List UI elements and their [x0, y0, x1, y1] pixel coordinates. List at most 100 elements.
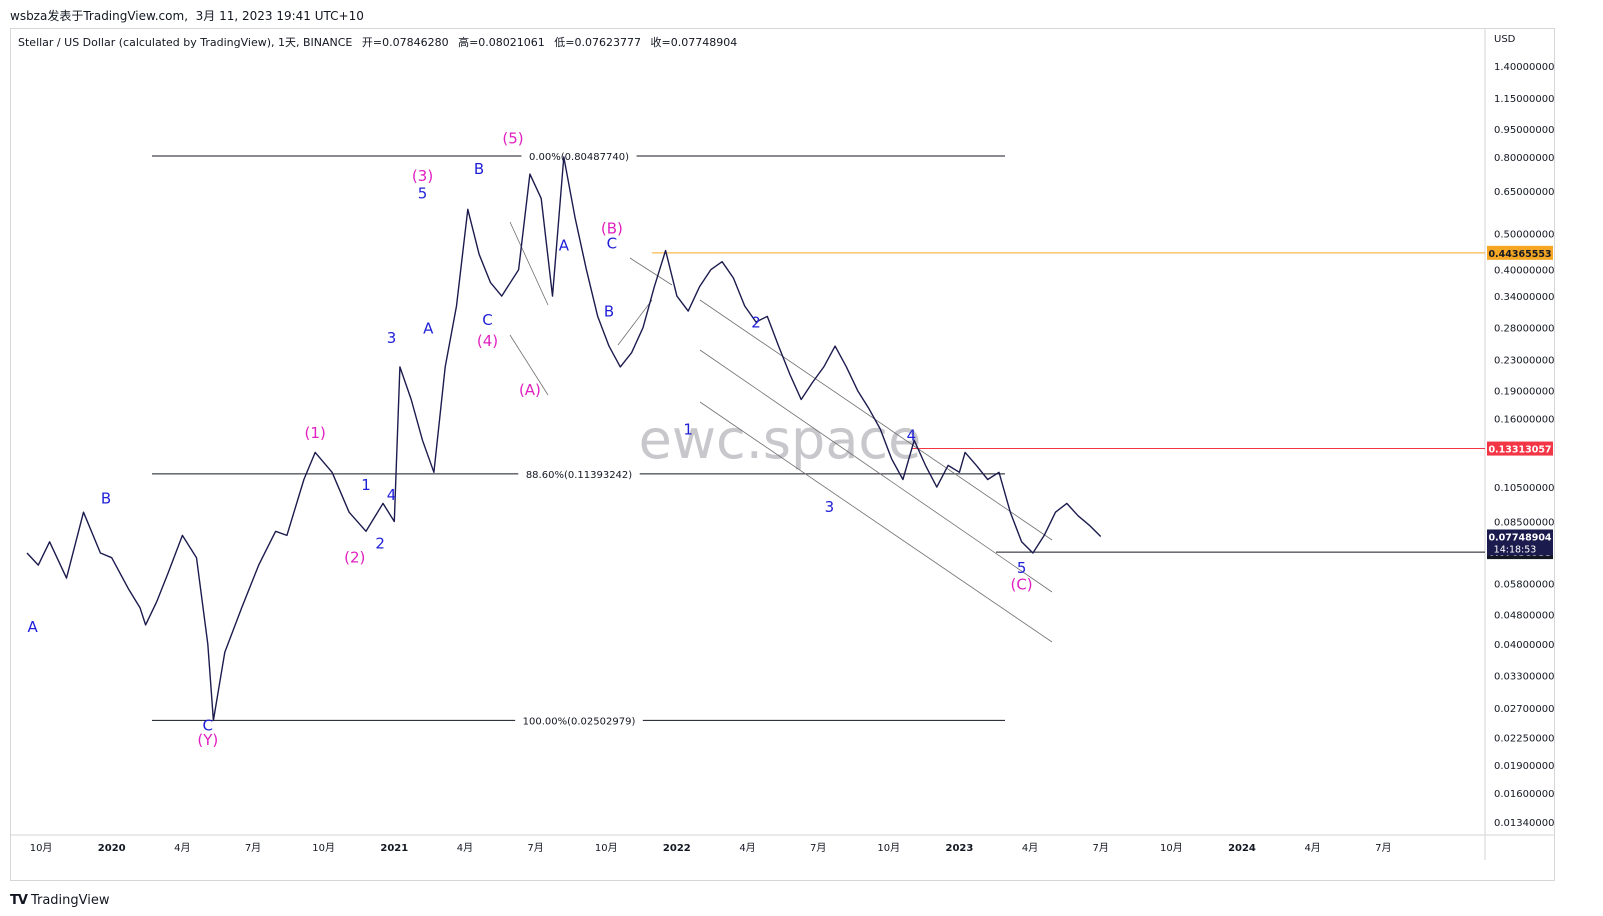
y-tick-label: 0.23000000 [1494, 356, 1554, 367]
y-tick-label: 0.28000000 [1494, 324, 1554, 335]
x-tick-label: 7月 [527, 842, 543, 854]
x-tick-label: 4月 [457, 842, 473, 854]
publisher-line: wsbza发表于TradingView.com, 3月 11, 2023 19:… [10, 9, 364, 23]
y-tick-label: 0.34000000 [1494, 292, 1554, 303]
wave-label: B [101, 489, 111, 507]
price-line-value: 0.13313057 [1488, 445, 1551, 456]
trend-line [617, 299, 653, 346]
y-tick-label: 0.01900000 [1494, 761, 1554, 772]
symbol-legend: Stellar / US Dollar (calculated by Tradi… [18, 34, 743, 50]
price-line-tag [1487, 441, 1553, 456]
brand-name: TradingView [30, 893, 110, 908]
x-tick-label: 4月 [1022, 842, 1038, 854]
fib-label-bg [518, 466, 640, 481]
y-tick-label: 0.01340000 [1494, 818, 1554, 829]
fib-level-label: 100.00%(0.02502979) [523, 716, 636, 727]
trend-line [509, 221, 549, 306]
y-tick-label: 0.02700000 [1494, 704, 1554, 715]
price-line-tag [1487, 245, 1553, 260]
wave-label: (5) [502, 129, 523, 147]
y-tick-label: 0.04800000 [1494, 610, 1554, 621]
countdown-value: 14:18:53 [1494, 544, 1537, 555]
x-tick-label: 2024 [1228, 843, 1256, 854]
wave-label: 2 [375, 534, 385, 552]
x-tick-label: 7月 [810, 842, 826, 854]
y-tick-label: 0.95000000 [1494, 125, 1554, 136]
wave-label: B [474, 160, 484, 178]
y-tick-label: 0.65000000 [1494, 187, 1554, 198]
y-tick-label: 0.80000000 [1494, 153, 1554, 164]
datetime: 3月 11, 2023 19:41 UTC+10 [195, 9, 364, 23]
y-tick-label: 0.03300000 [1494, 671, 1554, 682]
x-tick-label: 4月 [174, 842, 190, 854]
wave-label: 4 [907, 426, 917, 444]
wave-label: (A) [519, 381, 541, 399]
footer-brand[interactable]: TV TradingView [10, 893, 109, 908]
wave-label: (B) [601, 219, 623, 237]
y-tick-label: 0.05800000 [1494, 580, 1554, 591]
x-tick-label: 2023 [946, 843, 974, 854]
wave-label: (Y) [197, 731, 218, 749]
wave-label: 5 [418, 184, 428, 202]
x-tick-label: 2021 [380, 843, 408, 854]
low-value: 低=0.07623777 [554, 36, 641, 49]
y-tick-label: 0.01600000 [1494, 789, 1554, 800]
y-tick-label: 0.40000000 [1494, 266, 1554, 277]
wave-label: C [203, 716, 213, 734]
wave-label: (2) [344, 549, 365, 567]
x-tick-label: 10月 [877, 842, 900, 854]
wave-label: (1) [305, 424, 326, 442]
x-tick-label: 10月 [30, 842, 53, 854]
wave-label: C [482, 311, 492, 329]
wave-label: 2 [751, 314, 761, 332]
y-tick-label: 1.15000000 [1494, 94, 1554, 105]
trend-line [629, 257, 673, 286]
wave-label: A [27, 618, 38, 636]
fib-label-bg [521, 149, 637, 164]
y-tick-label: 0.10500000 [1494, 483, 1554, 494]
x-tick-label: 10月 [595, 842, 618, 854]
wave-label: 1 [683, 421, 693, 439]
tradingview-logo-icon: TV [10, 893, 28, 908]
high-value: 高=0.08021061 [458, 36, 545, 49]
wave-label: (4) [477, 332, 498, 350]
chart-frame[interactable] [10, 28, 1555, 881]
price-series-line [26, 156, 1102, 722]
trend-line [509, 334, 549, 396]
y-tick-label: 0.19000000 [1494, 387, 1554, 398]
x-tick-label: 10月 [312, 842, 335, 854]
wave-label: 5 [1017, 559, 1027, 577]
last-price-value: 0.07748904 [1488, 532, 1551, 543]
currency-label: USD [1494, 34, 1516, 45]
x-tick-label: 2020 [98, 843, 126, 854]
fib-level-label: 0.00%(0.80487740) [529, 152, 629, 163]
open-value: 开=0.07846280 [361, 36, 449, 49]
y-tick-label: 0.02250000 [1494, 734, 1554, 745]
last-price-tag [1487, 529, 1553, 556]
wave-label: B [604, 302, 614, 320]
x-tick-label: 2022 [663, 843, 691, 854]
y-tick-label: 0.08500000 [1494, 517, 1554, 528]
y-tick-label: 0.04000000 [1494, 640, 1554, 651]
wave-label: 3 [387, 329, 397, 347]
y-tick-label: 1.40000000 [1494, 62, 1554, 73]
x-tick-label: 4月 [739, 842, 755, 854]
trend-line [699, 349, 1053, 593]
wave-label: A [559, 237, 570, 255]
wave-label: (3) [412, 167, 433, 185]
publisher: wsbza发表于TradingView.com [10, 9, 185, 23]
wave-label: 1 [361, 476, 371, 494]
symbol-name: Stellar / US Dollar (calculated by Tradi… [18, 36, 353, 49]
x-tick-label: 7月 [245, 842, 261, 854]
x-tick-label: 4月 [1304, 842, 1320, 854]
x-tick-label: 10月 [1160, 842, 1183, 854]
wave-label: 4 [387, 486, 397, 504]
wave-label: 3 [825, 498, 835, 516]
fib-label-bg [515, 713, 643, 728]
wave-label: A [423, 320, 434, 338]
y-tick-label: 0.16000000 [1494, 415, 1554, 426]
wave-label: C [607, 235, 617, 253]
x-tick-label: 7月 [1375, 842, 1391, 854]
wave-label: (C) [1010, 575, 1032, 593]
